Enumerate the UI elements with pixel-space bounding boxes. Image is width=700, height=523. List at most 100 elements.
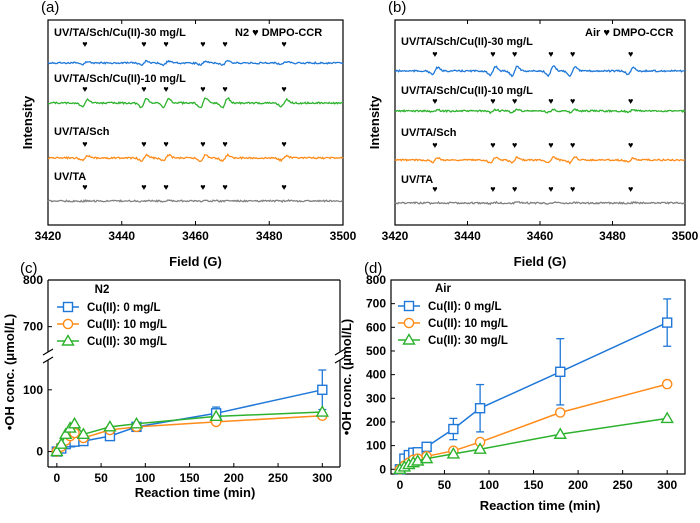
atmosphere-annotation: Air ♥ DMPO-CCR — [585, 27, 673, 39]
data-point-square — [474, 403, 486, 414]
data-point-circle — [403, 317, 415, 329]
trace-label: UV/TA — [401, 174, 433, 186]
peak-marker-heart: ♥ — [82, 139, 87, 149]
x-tick-label: 3460 — [182, 229, 209, 243]
peak-marker-heart: ♥ — [163, 84, 168, 94]
data-point-square — [448, 423, 459, 435]
x-tick-label: 3440 — [454, 229, 481, 243]
peak-marker-heart: ♥ — [281, 84, 286, 94]
peak-marker-heart: ♥ — [222, 84, 227, 94]
peak-marker-heart: ♥ — [82, 182, 87, 192]
axis-break-mark — [42, 348, 54, 356]
x-axis-label: Field (G) — [514, 254, 567, 269]
trace-label: UV/TA/Sch/Cu(II)-10 mg/L — [54, 73, 186, 85]
data-point-triangle — [58, 427, 73, 439]
peak-marker-heart: ♥ — [200, 182, 205, 192]
spectrum-trace — [394, 156, 686, 165]
trace-label: UV/TA — [54, 171, 86, 183]
peak-marker-heart: ♥ — [163, 139, 168, 149]
spectrum-trace — [394, 108, 686, 115]
data-point-triangle — [660, 411, 674, 424]
axis-break-mark — [42, 356, 54, 364]
trace-label: UV/TA/Sch — [401, 127, 457, 139]
peak-marker-heart: ♥ — [548, 49, 553, 59]
x-tick-label: 50 — [94, 471, 108, 485]
panel-label: (c) — [20, 260, 38, 277]
data-point-square — [317, 384, 328, 395]
spectrum-trace — [47, 96, 344, 109]
peak-marker-heart: ♥ — [82, 39, 87, 49]
legend-title: N2 — [95, 284, 110, 296]
spectrum-trace — [47, 59, 344, 67]
peak-marker-heart: ♥ — [570, 96, 575, 106]
legend-label: Cu(II): 0 mg/L — [428, 301, 501, 313]
data-point-circle — [554, 407, 566, 418]
x-tick-label: 3420 — [382, 229, 409, 243]
x-tick-label: 3420 — [35, 229, 62, 243]
data-point-triangle — [61, 334, 75, 346]
peak-marker-heart: ♥ — [628, 140, 633, 150]
peak-marker-heart: ♥ — [200, 84, 205, 94]
x-tick-label: 150 — [180, 471, 200, 485]
x-tick-label: 100 — [479, 478, 499, 492]
x-tick-label: 50 — [438, 478, 452, 492]
peak-marker-heart: ♥ — [512, 49, 517, 59]
plot-frame — [394, 19, 686, 226]
peak-marker-heart: ♥ — [512, 96, 517, 106]
data-point-square — [421, 441, 432, 452]
x-axis-label: Reaction time (min) — [135, 485, 256, 500]
peak-marker-heart: ♥ — [628, 49, 633, 59]
y-tick-label: 100 — [366, 439, 386, 453]
x-tick-label: 300 — [657, 478, 677, 492]
trace-label: UV/TA/Sch/Cu(II)-30 mg/L — [401, 36, 533, 48]
y-tick-label: 500 — [366, 344, 386, 358]
plot-frame — [390, 279, 686, 475]
legend-label: Cu(II): 30 mg/L — [428, 335, 508, 347]
peak-marker-heart: ♥ — [548, 140, 553, 150]
data-point-circle — [661, 378, 673, 390]
series-line — [56, 389, 323, 453]
peak-marker-heart: ♥ — [141, 182, 146, 192]
x-tick-label: 250 — [268, 471, 288, 485]
data-point-triangle — [473, 442, 487, 454]
y-tick-label: 200 — [366, 415, 386, 429]
data-point-triangle — [129, 416, 144, 429]
y-tick-label: 300 — [366, 391, 386, 405]
x-tick-label: 200 — [568, 478, 588, 492]
peak-marker-heart: ♥ — [163, 182, 168, 192]
peak-marker-heart: ♥ — [141, 39, 146, 49]
x-tick-label: 250 — [613, 478, 633, 492]
x-tick-label: 3440 — [108, 229, 135, 243]
y-axis-label: Intensity — [20, 95, 35, 149]
peak-marker-heart: ♥ — [628, 184, 633, 194]
peak-marker-heart: ♥ — [200, 139, 205, 149]
x-tick-label: 200 — [224, 471, 244, 485]
peak-marker-heart: ♥ — [281, 39, 286, 49]
axis-break-mark — [334, 356, 346, 364]
x-tick-label: 0 — [397, 478, 404, 492]
y-axis-label: Intensity — [367, 95, 382, 149]
y-tick-label: 100 — [23, 383, 43, 397]
legend-label: Cu(II): 0 mg/L — [87, 302, 160, 314]
spectrum-trace — [47, 153, 344, 163]
spectrum-trace — [47, 199, 344, 204]
y-tick-label: 0 — [379, 462, 386, 476]
y-axis-label: •OH conc. (μmol/L) — [2, 314, 17, 431]
legend-label: Cu(II): 30 mg/L — [87, 336, 167, 348]
legend-title: Air — [435, 283, 452, 295]
panel-label: (d) — [364, 260, 382, 277]
peak-marker-heart: ♥ — [570, 140, 575, 150]
data-point-triangle — [402, 333, 416, 345]
peak-marker-heart: ♥ — [548, 184, 553, 194]
peak-marker-heart: ♥ — [432, 49, 437, 59]
y-tick-label: 800 — [23, 273, 43, 287]
peak-marker-heart: ♥ — [222, 39, 227, 49]
x-tick-label: 0 — [54, 471, 61, 485]
series-line — [56, 411, 323, 452]
data-point-triangle — [54, 437, 68, 449]
spectrum-trace — [394, 65, 686, 78]
panel-label: (b) — [388, 0, 406, 16]
data-point-triangle — [446, 446, 461, 459]
peak-marker-heart: ♥ — [222, 139, 227, 149]
data-point-square — [555, 366, 566, 377]
